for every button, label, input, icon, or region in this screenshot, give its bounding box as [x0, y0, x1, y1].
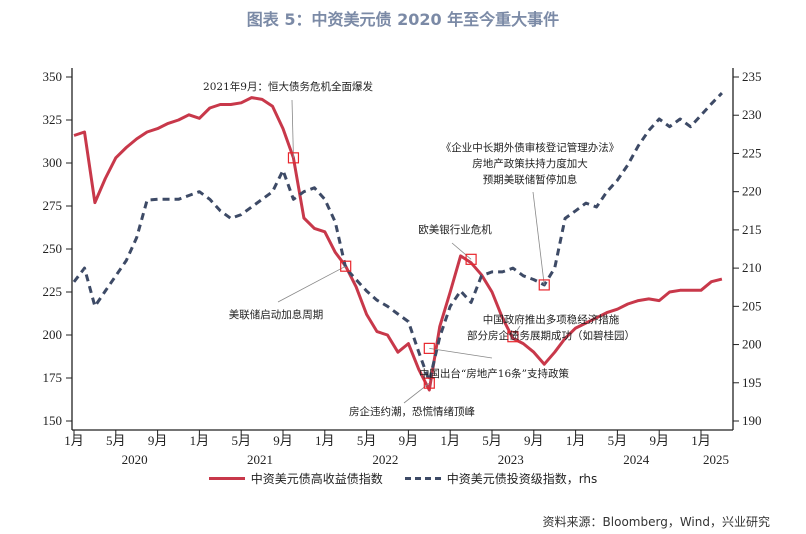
y-right-tick-label: 225: [742, 145, 762, 160]
x-tick-label: 5月: [231, 433, 251, 448]
x-tick-label: 9月: [273, 433, 293, 448]
annotation-leader: [429, 347, 493, 359]
x-year-label: 2022: [372, 452, 398, 467]
annotation-leader: [532, 191, 545, 285]
annotation-text: 部分房企债务展期成功（如碧桂园）: [467, 329, 635, 342]
x-tick-label: 1月: [315, 433, 335, 448]
annotation-marker: [340, 260, 352, 272]
annotation-marker: [287, 152, 300, 164]
annotation-text: 房企违约潮，恐慌情绪顶峰: [349, 405, 475, 418]
y-right-tick-label: 235: [742, 69, 762, 84]
x-tick-label: 1月: [566, 433, 586, 448]
y-right-tick-label: 200: [742, 337, 762, 352]
annotation-marker: [423, 342, 435, 354]
x-year-label: 2021: [247, 452, 273, 467]
annotation-text: 欧美银行业危机: [418, 223, 492, 236]
x-tick-label: 5月: [106, 433, 126, 448]
source-note: 资料来源：Bloomberg，Wind，兴业研究: [542, 515, 770, 529]
annotation-text: 美联储启动加息周期: [229, 308, 324, 321]
x-year-label: 2020: [122, 452, 148, 467]
x-tick-label: 5月: [608, 433, 628, 448]
y-right-tick-label: 215: [742, 222, 762, 237]
legend-label: 中资美元债投资级指数，rhs: [446, 472, 598, 486]
y-left-tick-label: 175: [43, 370, 63, 385]
legend-swatch-dashed: [404, 477, 441, 480]
y-right-tick-label: 210: [742, 260, 762, 275]
y-right-tick-label: 230: [742, 107, 762, 122]
annotation-marker: [507, 331, 519, 343]
y-left-tick-label: 225: [43, 284, 63, 299]
x-year-label: 2023: [498, 452, 524, 467]
y-left-tick-label: 150: [43, 413, 63, 428]
legend-item-hy: 中资美元债高收益债指数: [208, 470, 383, 487]
annotation-leader: [291, 99, 294, 158]
annotation-text: 中国出台“房地产16条”支持政策: [419, 367, 570, 380]
annotation-text: 中国政府推出多项稳经济措施: [483, 313, 620, 326]
y-left-tick-label: 200: [43, 327, 63, 342]
chart-title: 图表 5：中资美元债 2020 年至今重大事件: [246, 10, 560, 29]
y-right-tick-label: 195: [742, 375, 762, 390]
annotation-leader: [451, 242, 472, 260]
x-tick-label: 1月: [190, 433, 210, 448]
x-tick-label: 5月: [482, 433, 502, 448]
x-tick-label: 9月: [148, 433, 168, 448]
x-tick-label: 5月: [357, 433, 377, 448]
y-left-tick-label: 250: [43, 241, 63, 256]
annotation-text: 2021年9月：恒大债务危机全面爆发: [203, 80, 373, 93]
legend: 中资美元债高收益债指数 中资美元债投资级指数，rhs: [0, 470, 806, 487]
legend-label: 中资美元债高收益债指数: [250, 472, 383, 486]
annotation-text: 房地产政策扶持力度加大: [472, 157, 588, 170]
x-tick-label: 1月: [691, 433, 711, 448]
annotation-text: 《企业中长期外债审核登记管理办法》: [441, 141, 620, 154]
x-tick-label: 9月: [399, 433, 419, 448]
series-line-hy: [73, 96, 723, 392]
x-tick-label: 9月: [524, 433, 544, 448]
y-left-tick-label: 325: [43, 112, 63, 127]
y-left-tick-label: 300: [43, 155, 63, 170]
x-tick-label: 1月: [440, 433, 460, 448]
y-left-tick-label: 275: [43, 198, 63, 213]
series-line-ig: [72, 92, 723, 383]
annotation-leader: [403, 382, 430, 404]
annotation-text: 预期美联储暂停加息: [483, 173, 578, 186]
x-year-label: 2024: [623, 452, 650, 467]
y-right-tick-label: 220: [742, 184, 762, 199]
annotation-marker: [423, 377, 435, 389]
legend-swatch-solid: [208, 477, 245, 480]
y-left-tick-label: 350: [43, 69, 63, 84]
legend-item-ig: 中资美元债投资级指数，rhs: [404, 470, 598, 487]
x-year-label: 2025: [703, 452, 729, 467]
annotation-leader: [277, 265, 346, 303]
y-right-tick-label: 190: [742, 413, 762, 428]
annotation-marker: [465, 253, 477, 265]
x-tick-label: 9月: [649, 433, 669, 448]
x-tick-label: 1月: [64, 433, 84, 448]
annotation-marker: [538, 279, 550, 291]
y-right-tick-label: 205: [742, 298, 762, 313]
